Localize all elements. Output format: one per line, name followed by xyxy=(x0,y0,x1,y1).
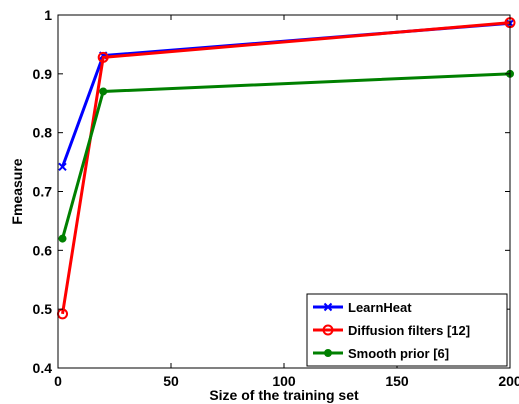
series-layer xyxy=(58,18,514,318)
x-tick-label: 200 xyxy=(498,373,519,389)
y-tick-label: 0.4 xyxy=(33,360,53,376)
y-tick-label: 0.5 xyxy=(33,301,53,317)
series-line xyxy=(63,74,510,239)
x-tick-label: 0 xyxy=(54,373,62,389)
point-marker xyxy=(59,235,66,242)
y-tick-label: 0.9 xyxy=(33,66,53,82)
point-marker xyxy=(100,88,107,95)
y-tick-label: 0.6 xyxy=(33,242,53,258)
legend-label: Smooth prior [6] xyxy=(348,346,449,361)
x-axis-label: Size of the training set xyxy=(209,387,359,403)
x-tick-label: 150 xyxy=(385,373,409,389)
y-axis-label: Fmeasure xyxy=(9,158,25,224)
series-smooth-prior-6 xyxy=(59,70,513,242)
y-tick-label: 1 xyxy=(44,7,52,23)
y-tick-label: 0.7 xyxy=(33,184,53,200)
series-line xyxy=(63,23,510,167)
series-diffusion-filters-12 xyxy=(58,18,514,318)
legend-label: Diffusion filters [12] xyxy=(348,323,470,338)
x-tick-label: 50 xyxy=(163,373,179,389)
series-line xyxy=(63,23,510,314)
legend: LearnHeat Diffusion filters [12] Smooth pr… xyxy=(307,294,507,366)
point-marker xyxy=(325,350,332,357)
legend-label: LearnHeat xyxy=(348,300,412,315)
y-tick-label: 0.8 xyxy=(33,125,53,141)
